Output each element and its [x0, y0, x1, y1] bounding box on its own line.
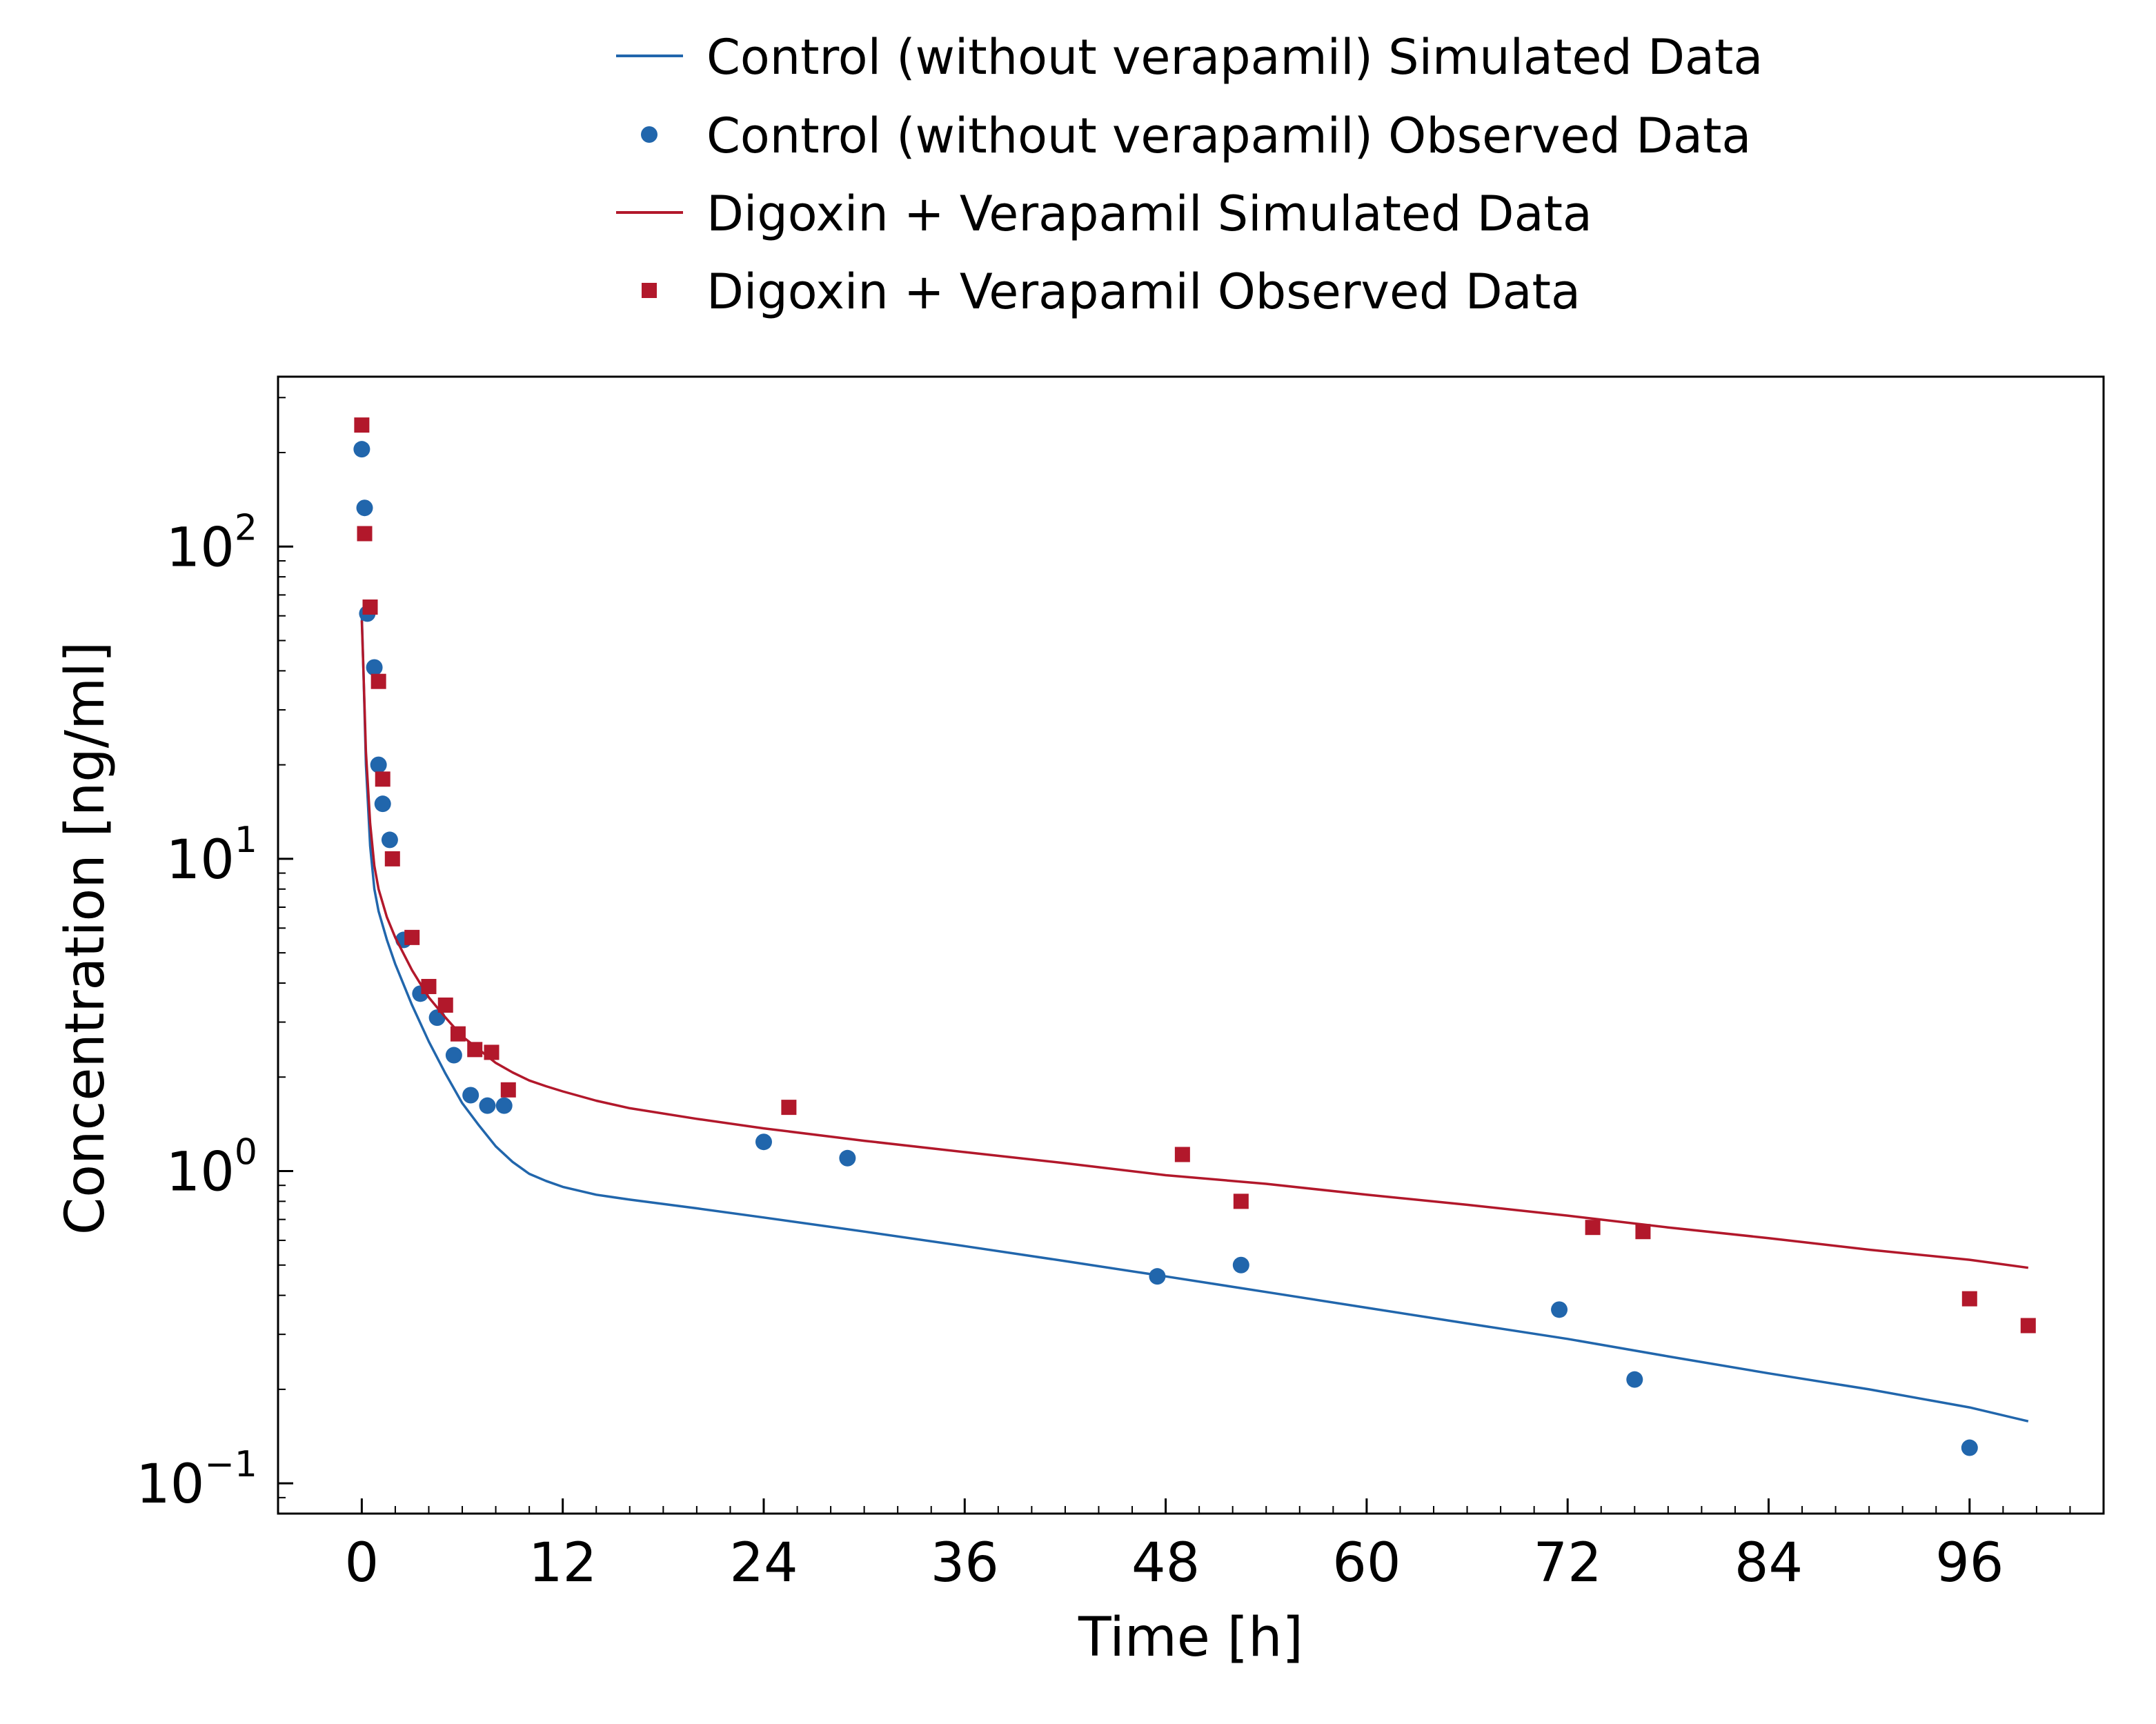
x-axis-label: Time [h] [1078, 1607, 1303, 1669]
series-3 [360, 620, 2029, 1269]
data-point [370, 756, 387, 773]
legend-label: Control (without verapamil) Simulated Da… [706, 29, 1763, 86]
data-point [500, 1082, 516, 1098]
data-point [356, 499, 373, 517]
data-point [1626, 1371, 1643, 1388]
y-axis: 10−1 100 101 102 [136, 397, 293, 1516]
y-tick-label: 102 [166, 507, 257, 579]
series-1 [360, 615, 2029, 1423]
data-point [781, 1100, 797, 1116]
data-point [1585, 1220, 1601, 1236]
series-line [360, 615, 2029, 1423]
series-layer [353, 417, 2036, 1456]
data-point [421, 978, 437, 994]
x-tick-label: 60 [1332, 1532, 1401, 1594]
data-point [1149, 1268, 1166, 1285]
data-point [381, 831, 398, 849]
plot-frame [277, 375, 2105, 1515]
legend-label: Control (without verapamil) Observed Dat… [706, 108, 1751, 164]
data-point [1232, 1256, 1249, 1274]
x-tick-label: 84 [1734, 1532, 1803, 1594]
data-point [353, 441, 370, 458]
x-tick-label: 36 [931, 1532, 999, 1594]
legend-circle-swatch [641, 126, 657, 143]
data-point [374, 795, 391, 813]
data-point [2020, 1318, 2036, 1334]
data-point [755, 1133, 772, 1151]
legend-label: Digoxin + Verapamil Observed Data [706, 264, 1581, 320]
legend-item: Control (without verapamil) Simulated Da… [616, 29, 1763, 86]
y-tick-label: 101 [166, 820, 257, 891]
x-tick-label: 12 [528, 1532, 597, 1594]
y-tick-label: 100 [166, 1132, 257, 1204]
data-point [1961, 1439, 1978, 1456]
data-point [437, 997, 453, 1013]
data-point [354, 417, 370, 433]
series-line [360, 620, 2029, 1269]
data-point [357, 526, 373, 542]
legend: Control (without verapamil) Simulated Da… [616, 29, 1763, 320]
legend-label: Digoxin + Verapamil Simulated Data [706, 186, 1592, 242]
x-tick-label: 96 [1935, 1532, 2004, 1594]
x-axis: 0 12 24 36 48 60 72 84 96 [345, 1498, 2071, 1594]
data-point [484, 1044, 500, 1060]
x-tick-label: 24 [729, 1532, 798, 1594]
data-point [1961, 1291, 1977, 1307]
data-point [370, 673, 386, 689]
series-2 [353, 441, 1978, 1456]
data-point [445, 1047, 462, 1064]
data-point [1174, 1147, 1190, 1162]
data-point [375, 771, 390, 787]
y-tick-label: 10−1 [136, 1444, 257, 1516]
y-axis-label: Concentration [ng/ml] [55, 642, 117, 1235]
x-tick-label: 48 [1131, 1532, 1200, 1594]
x-tick-label: 72 [1534, 1532, 1602, 1594]
data-point [495, 1097, 513, 1114]
data-point [1635, 1224, 1651, 1240]
series-4 [354, 417, 2036, 1334]
data-point [362, 599, 378, 615]
x-tick-label: 0 [345, 1532, 379, 1594]
data-point [1551, 1301, 1568, 1318]
legend-item: Control (without verapamil) Observed Dat… [641, 108, 1751, 164]
data-point [462, 1087, 479, 1104]
legend-item: Digoxin + Verapamil Observed Data [642, 264, 1581, 320]
legend-item: Digoxin + Verapamil Simulated Data [616, 186, 1592, 242]
data-point [450, 1026, 466, 1042]
data-point [366, 659, 383, 676]
legend-square-swatch [642, 283, 657, 298]
data-point [839, 1149, 856, 1167]
data-point [1233, 1193, 1249, 1209]
data-point [384, 851, 400, 866]
data-point [467, 1042, 483, 1058]
data-point [479, 1097, 496, 1114]
data-point [404, 929, 420, 945]
